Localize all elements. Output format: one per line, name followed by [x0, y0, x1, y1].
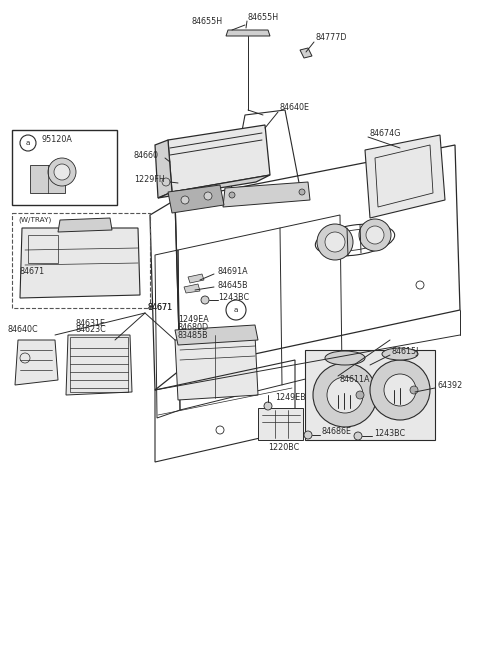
Polygon shape — [226, 30, 270, 36]
Circle shape — [384, 374, 416, 406]
Text: 84615J: 84615J — [392, 348, 420, 356]
Text: 84645B: 84645B — [218, 281, 249, 289]
Polygon shape — [66, 335, 132, 395]
Text: 84640E: 84640E — [280, 104, 310, 112]
Circle shape — [299, 189, 305, 195]
Text: 83485B: 83485B — [178, 331, 209, 340]
Circle shape — [54, 164, 70, 180]
Text: a: a — [234, 307, 238, 313]
Text: 84777D: 84777D — [315, 33, 347, 43]
Circle shape — [181, 196, 189, 204]
Text: 84640C: 84640C — [8, 325, 38, 335]
Bar — [70, 337, 128, 392]
Polygon shape — [365, 135, 445, 218]
Circle shape — [325, 232, 345, 252]
Circle shape — [204, 192, 212, 200]
Text: (W/TRAY): (W/TRAY) — [18, 216, 51, 223]
Polygon shape — [20, 228, 140, 298]
Text: a: a — [26, 140, 30, 146]
Bar — [305, 350, 435, 440]
Polygon shape — [15, 340, 58, 385]
Circle shape — [410, 386, 418, 394]
Circle shape — [201, 296, 209, 304]
Text: 1249EA: 1249EA — [178, 316, 209, 325]
Ellipse shape — [325, 351, 365, 365]
Circle shape — [354, 432, 362, 440]
Polygon shape — [184, 284, 200, 293]
Bar — [258, 408, 303, 440]
Polygon shape — [58, 218, 112, 232]
Text: 84686E: 84686E — [322, 428, 352, 436]
Circle shape — [229, 192, 235, 198]
Circle shape — [366, 226, 384, 244]
Text: 64392: 64392 — [437, 380, 462, 390]
Text: 84671: 84671 — [148, 304, 173, 312]
Text: 95120A: 95120A — [42, 136, 73, 144]
Bar — [28, 235, 58, 263]
Text: 84631E: 84631E — [75, 319, 105, 327]
Circle shape — [356, 391, 364, 399]
Bar — [12, 130, 117, 205]
Bar — [12, 213, 150, 308]
Text: 84655H: 84655H — [248, 14, 279, 22]
Text: 1249EB: 1249EB — [275, 394, 306, 403]
Text: 1243BC: 1243BC — [218, 293, 249, 302]
Polygon shape — [168, 185, 224, 213]
Text: 84674G: 84674G — [370, 129, 401, 138]
Ellipse shape — [382, 348, 418, 360]
Polygon shape — [188, 274, 204, 283]
Circle shape — [370, 360, 430, 420]
Polygon shape — [223, 182, 310, 207]
Bar — [30, 165, 65, 193]
Circle shape — [304, 431, 312, 439]
Text: 84671: 84671 — [20, 268, 45, 276]
Circle shape — [313, 363, 377, 427]
Text: 84680D: 84680D — [178, 323, 209, 333]
Text: 84691A: 84691A — [218, 268, 249, 276]
Circle shape — [359, 219, 391, 251]
Circle shape — [162, 178, 170, 186]
Text: 84660: 84660 — [134, 150, 159, 159]
Text: 1229FH: 1229FH — [134, 176, 165, 184]
Text: 84611A: 84611A — [340, 375, 371, 384]
Circle shape — [48, 158, 76, 186]
Polygon shape — [175, 325, 258, 345]
Polygon shape — [158, 175, 270, 198]
Text: 1220BC: 1220BC — [268, 443, 299, 451]
Text: 84655H: 84655H — [192, 18, 223, 26]
Circle shape — [264, 402, 272, 410]
Circle shape — [327, 377, 363, 413]
Polygon shape — [155, 140, 172, 198]
Text: 84671: 84671 — [148, 304, 173, 312]
Text: 1243BC: 1243BC — [374, 428, 405, 438]
Polygon shape — [175, 335, 258, 400]
Polygon shape — [300, 48, 312, 58]
Circle shape — [317, 224, 353, 260]
Text: 84623C: 84623C — [75, 325, 106, 335]
Polygon shape — [168, 125, 270, 192]
